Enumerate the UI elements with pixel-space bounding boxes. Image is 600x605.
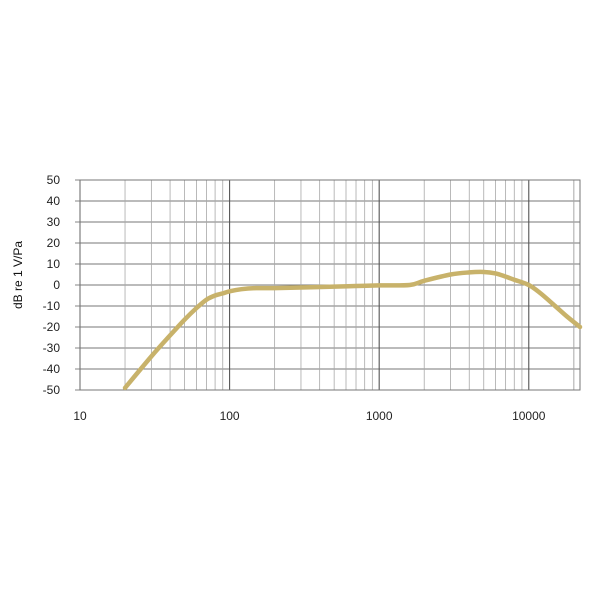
y-tick-label: 0: [53, 278, 60, 292]
x-tick-label: 10000: [512, 409, 546, 423]
curve-layer: [122, 269, 583, 391]
y-tick-label: -20: [43, 320, 61, 334]
x-tick-label: 100: [220, 409, 240, 423]
y-tick-label: 30: [47, 215, 61, 229]
y-tick-label: -10: [43, 299, 61, 313]
y-axis-title: dB re 1 V/Pa: [11, 241, 25, 309]
frequency-response-curve: [122, 269, 583, 391]
y-tick-label: 20: [47, 236, 61, 250]
y-tick-label: 40: [47, 194, 61, 208]
x-tick-label: 1000: [366, 409, 393, 423]
y-tick-label: -40: [43, 362, 61, 376]
y-tick-label: 10: [47, 257, 61, 271]
y-tick-label: -50: [43, 383, 61, 397]
y-tick-label: 50: [47, 173, 61, 187]
plot-frame-layer: [75, 179, 581, 391]
y-tick-label: -30: [43, 341, 61, 355]
x-tick-label: 10: [73, 409, 87, 423]
